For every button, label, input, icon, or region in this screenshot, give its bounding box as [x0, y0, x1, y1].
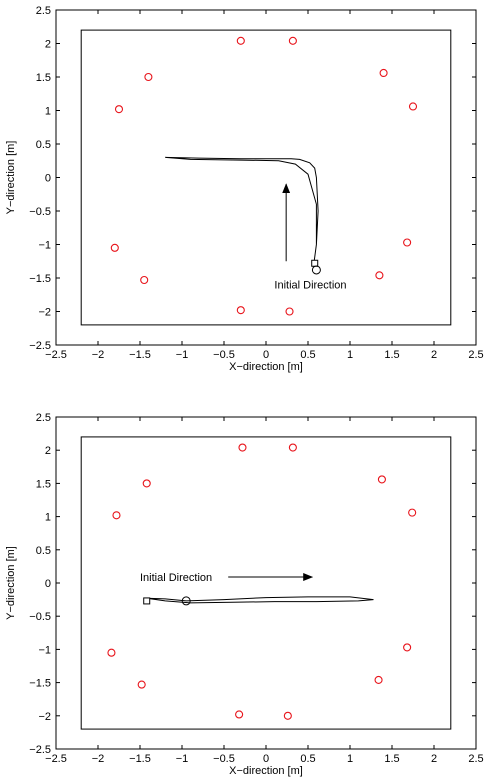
landmark-point	[283, 711, 292, 720]
x-tick-label: −2	[92, 753, 105, 765]
x-tick-label: 2.5	[468, 349, 483, 361]
landmark-point	[375, 271, 384, 280]
end-marker	[311, 265, 321, 275]
x-tick-label: 0	[263, 349, 269, 361]
x-tick-label: 1.5	[384, 753, 399, 765]
landmark-point	[142, 479, 151, 488]
landmark-point	[107, 648, 116, 657]
landmark-point	[114, 105, 124, 114]
landmark-point	[140, 275, 149, 285]
landmark-point	[144, 72, 153, 82]
landmark-point	[403, 643, 412, 652]
y-tick-label: 2	[45, 39, 51, 51]
landmark-point	[408, 102, 418, 111]
x-tick-label: −1.5	[129, 753, 151, 765]
x-tick-label: −2.5	[45, 349, 67, 361]
x-tick-label: 2.5	[468, 753, 483, 765]
landmark-point	[374, 675, 383, 684]
y-tick-label: 0.5	[36, 139, 51, 151]
y-tick-label: −2.5	[29, 744, 51, 756]
x-tick-label: 0.5	[300, 753, 315, 765]
y-tick-label: 1	[45, 512, 51, 524]
landmark-point	[236, 36, 245, 45]
y-tick-label: −1	[38, 644, 51, 656]
landmark-point	[285, 307, 294, 316]
x-tick-label: 0	[263, 753, 269, 765]
y-tick-label: 0	[45, 578, 51, 590]
landmark-point	[238, 443, 247, 452]
landmark-point	[288, 443, 297, 452]
y-tick-label: 2	[45, 445, 51, 457]
y-tick-label: 1.5	[36, 72, 51, 84]
initial-direction-label: Initial Direction	[274, 280, 346, 292]
axes-frame	[55, 416, 477, 750]
x-tick-label: 1.5	[384, 349, 399, 361]
end-marker	[181, 596, 191, 606]
trajectory-line	[146, 596, 374, 604]
x-tick-label: −1.5	[129, 349, 151, 361]
landmark-point	[288, 36, 297, 45]
x-tick-label: −2	[92, 349, 105, 361]
landmark-point	[379, 68, 388, 78]
y-tick-label: −2.5	[29, 340, 51, 352]
y-tick-label: 2.5	[36, 5, 51, 17]
y-axis-label: Y−direction [m]	[5, 141, 17, 215]
landmark-point	[403, 238, 412, 247]
initial-direction-label: Initial Direction	[140, 572, 212, 584]
landmark-point	[137, 680, 146, 689]
x-tick-label: 1	[347, 753, 353, 765]
y-tick-label: −1	[38, 240, 51, 252]
landmark-point	[110, 243, 119, 252]
arena-boundary	[80, 29, 452, 326]
landmark-point	[235, 710, 244, 719]
x-tick-label: −0.5	[213, 349, 235, 361]
y-tick-label: −0.5	[29, 611, 51, 623]
chart-panel-2: −2.5 2.5 −2 2 −1.5 1.5 −1 1 −0.5 0.5 0 0 0.5 −0.5 1 −1 1…	[5, 412, 484, 777]
start-marker	[143, 597, 151, 605]
y-tick-label: 2.5	[36, 412, 51, 424]
landmark-point	[408, 508, 417, 517]
x-axis-label: X−direction [m]	[229, 765, 303, 777]
start-marker	[311, 259, 319, 267]
x-tick-label: 2	[431, 753, 437, 765]
y-tick-label: −1.5	[29, 273, 51, 285]
x-tick-label: −2.5	[45, 753, 67, 765]
trajectory-line	[165, 156, 319, 264]
y-tick-label: 0.5	[36, 545, 51, 557]
axes-frame	[55, 9, 477, 346]
landmark-point	[112, 511, 121, 520]
x-tick-label: −0.5	[213, 753, 235, 765]
arena-boundary	[80, 436, 452, 730]
y-tick-label: −2	[38, 307, 51, 319]
y-tick-label: 0	[45, 173, 51, 185]
x-tick-label: −1	[176, 753, 189, 765]
y-tick-label: −1.5	[29, 678, 51, 690]
x-tick-label: 1	[347, 349, 353, 361]
x-tick-label: 2	[431, 349, 437, 361]
x-tick-label: 0.5	[300, 349, 315, 361]
y-tick-label: 1.5	[36, 478, 51, 490]
landmark-point	[377, 475, 386, 484]
chart-panel-1: −2.5 2.5 −2 2 −1.5 1.5 −1 1 −0.5 0.5 0 0 0.5 −0.5 1 −1 1…	[5, 5, 484, 373]
y-tick-label: 1	[45, 106, 51, 118]
y-axis-label: Y−direction [m]	[5, 546, 17, 620]
landmark-point	[236, 306, 245, 315]
x-tick-label: −1	[176, 349, 189, 361]
y-tick-label: −0.5	[29, 206, 51, 218]
x-axis-label: X−direction [m]	[229, 361, 303, 373]
y-tick-label: −2	[38, 711, 51, 723]
